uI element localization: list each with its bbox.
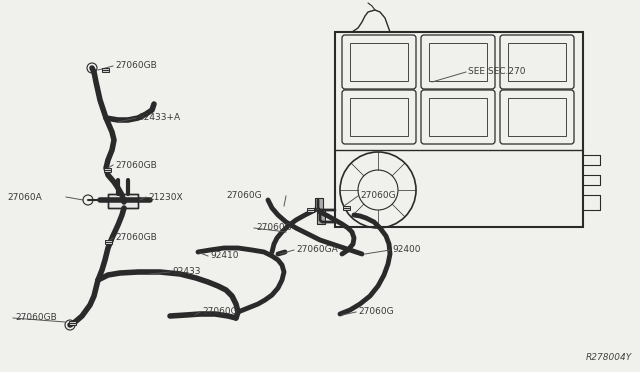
Bar: [307, 208, 314, 212]
Text: 27060GB: 27060GB: [115, 61, 157, 71]
Text: 27060G: 27060G: [202, 308, 237, 317]
Bar: [315, 198, 323, 210]
Text: 27060GB: 27060GB: [115, 160, 157, 170]
Bar: [343, 206, 350, 210]
Bar: [335, 32, 583, 227]
Bar: [108, 194, 138, 208]
Text: 27060G: 27060G: [358, 308, 394, 317]
Bar: [317, 210, 325, 224]
Text: 27060G: 27060G: [360, 192, 396, 201]
Bar: [69, 321, 76, 325]
Bar: [429, 98, 487, 136]
Text: 21230X: 21230X: [148, 192, 182, 202]
Text: 92433: 92433: [172, 267, 200, 276]
Bar: [508, 98, 566, 136]
Text: 92410: 92410: [210, 251, 239, 260]
Text: SEE SEC.270: SEE SEC.270: [468, 67, 525, 77]
Bar: [104, 168, 111, 172]
Bar: [102, 68, 109, 72]
Text: R278004Y: R278004Y: [586, 353, 632, 362]
Text: 27060GB: 27060GB: [115, 234, 157, 243]
Text: 27060A: 27060A: [7, 192, 42, 202]
Text: 27060GB: 27060GB: [15, 314, 57, 323]
Text: 27060GA: 27060GA: [296, 246, 338, 254]
Text: 92400: 92400: [392, 246, 420, 254]
Bar: [105, 240, 112, 244]
Bar: [350, 98, 408, 136]
Bar: [508, 43, 566, 81]
Text: 92433+A: 92433+A: [138, 113, 180, 122]
Text: 27060G: 27060G: [227, 192, 262, 201]
Text: 27060G: 27060G: [256, 224, 292, 232]
Bar: [350, 43, 408, 81]
Bar: [429, 43, 487, 81]
